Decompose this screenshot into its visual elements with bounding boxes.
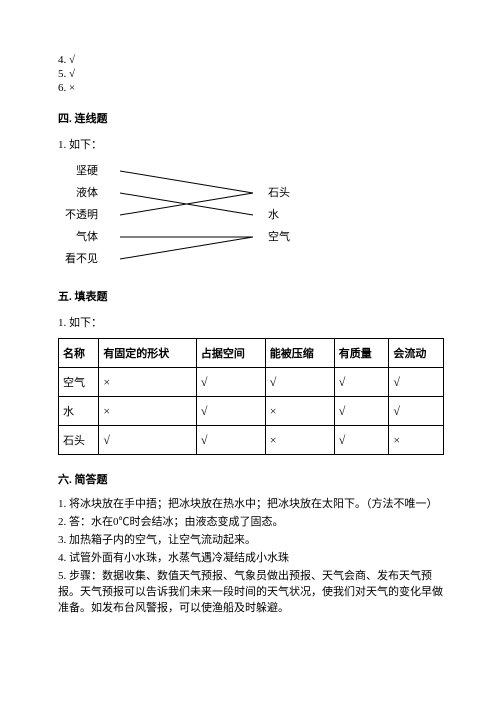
table-row: 水×√×√√ xyxy=(59,397,444,426)
match-right-label: 水 xyxy=(268,208,279,221)
match-left-label: 气体 xyxy=(76,229,98,243)
matching-diagram: 坚硬液体不透明气体看不见 石头水空气 xyxy=(58,160,318,272)
section4-sub: 1. 如下： xyxy=(58,136,444,152)
match-left-label: 液体 xyxy=(76,185,98,199)
answer-item: 2. 答：水在0℃时会结冰；由液态变成了固态。 xyxy=(58,515,444,531)
col-mass: 有质量 xyxy=(334,339,389,368)
table-cell: √ xyxy=(265,368,334,397)
section6-title: 六. 简答题 xyxy=(58,471,444,487)
match-right-label: 石头 xyxy=(268,186,290,199)
table-cell: × xyxy=(99,397,197,426)
list-item: 5. √ xyxy=(58,68,444,80)
col-compress: 能被压缩 xyxy=(265,339,334,368)
list-item: 4. √ xyxy=(58,54,444,66)
table-cell: × xyxy=(265,397,334,426)
match-left-label: 坚硬 xyxy=(76,164,98,177)
match-line xyxy=(120,171,253,193)
col-flow: 会流动 xyxy=(389,339,444,368)
top-answer-list: 4. √ 5. √ 6. × xyxy=(58,54,444,94)
table-cell: √ xyxy=(334,426,389,455)
table-row: 石头√√×√× xyxy=(59,426,444,455)
table-cell: √ xyxy=(196,368,265,397)
table-cell: × xyxy=(389,426,444,455)
short-answers: 1. 将冰块放在手中捂；把冰块放在热水中；把冰块放在太阳下。（方法不唯一） 2.… xyxy=(58,497,444,617)
property-table: 名称 有固定的形状 占据空间 能被压缩 有质量 会流动 空气×√√√√水×√×√… xyxy=(58,338,444,455)
table-cell: × xyxy=(265,426,334,455)
answer-item: 1. 将冰块放在手中捂；把冰块放在热水中；把冰块放在太阳下。（方法不唯一） xyxy=(58,497,444,513)
match-left-label: 不透明 xyxy=(65,208,98,221)
answer-item: 3. 加热箱子内的空气，让空气流动起来。 xyxy=(58,533,444,549)
table-row: 空气×√√√√ xyxy=(59,368,444,397)
table-cell: √ xyxy=(196,397,265,426)
answer-item: 5. 步骤：数据收集、数值天气预报、气象员做出预报、天气会商、发布天气预报。天气… xyxy=(58,569,444,617)
table-cell: √ xyxy=(334,368,389,397)
col-name: 名称 xyxy=(59,339,99,368)
section5-sub: 1. 如下： xyxy=(58,314,444,330)
row-name: 石头 xyxy=(59,426,99,455)
table-cell: √ xyxy=(99,426,197,455)
match-right-label: 空气 xyxy=(268,229,290,243)
row-name: 空气 xyxy=(59,368,99,397)
match-line xyxy=(120,237,253,259)
row-name: 水 xyxy=(59,397,99,426)
table-header-row: 名称 有固定的形状 占据空间 能被压缩 有质量 会流动 xyxy=(59,339,444,368)
match-left-label: 看不见 xyxy=(65,251,98,265)
table-cell: × xyxy=(99,368,197,397)
table-cell: √ xyxy=(389,397,444,426)
table-cell: √ xyxy=(196,426,265,455)
answer-item: 4. 试管外面有小水珠，水蒸气遇冷凝结成小水珠 xyxy=(58,551,444,567)
section4-title: 四. 连线题 xyxy=(58,110,444,126)
col-space: 占据空间 xyxy=(196,339,265,368)
table-cell: √ xyxy=(334,397,389,426)
col-shape: 有固定的形状 xyxy=(99,339,197,368)
list-item: 6. × xyxy=(58,82,444,94)
section5-title: 五. 填表题 xyxy=(58,288,444,304)
table-cell: √ xyxy=(389,368,444,397)
